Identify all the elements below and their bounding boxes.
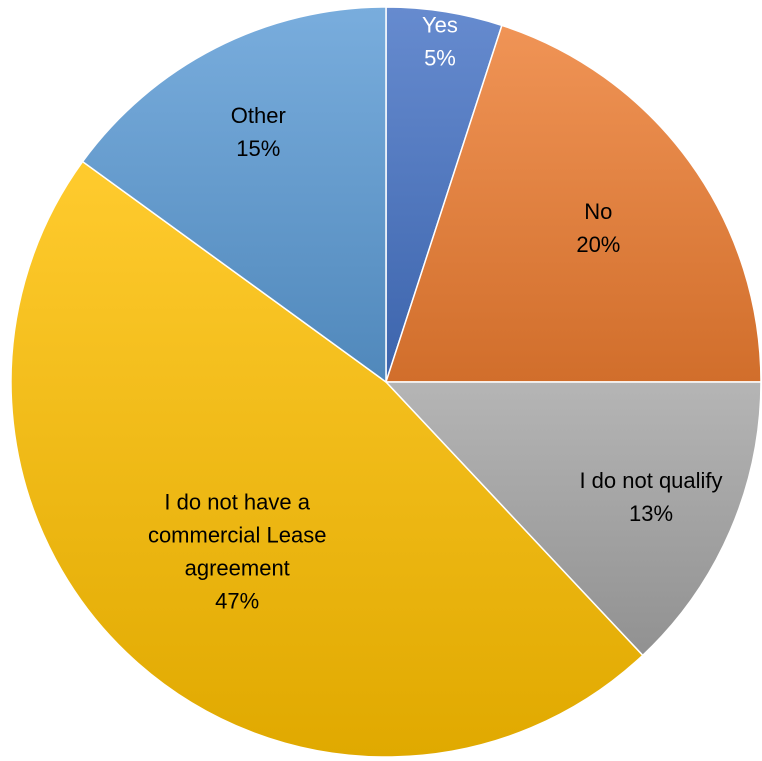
labels-layer: Yes 5% No 20% I do not qualify 13% I do not ha… bbox=[148, 13, 723, 614]
slice-label-i-do-not-have-a-commercial-lease-agreement: I do not have a commercial Lease agreement… bbox=[148, 489, 327, 613]
slice-label-other: Other 15% bbox=[231, 103, 286, 161]
pie-slice-i-do-not-have-a-commercial-lease-agreement bbox=[10, 160, 644, 758]
slice-label-i-do-not-qualify: I do not qualify 13% bbox=[579, 468, 722, 526]
slice-label-no: No 20% bbox=[576, 199, 620, 257]
pie-slice-other bbox=[81, 6, 387, 384]
pie-slice-i-do-not-qualify bbox=[384, 381, 762, 657]
slices-layer bbox=[10, 6, 762, 758]
pie-slice-no bbox=[384, 24, 762, 383]
slice-label-yes: Yes 5% bbox=[422, 13, 458, 71]
